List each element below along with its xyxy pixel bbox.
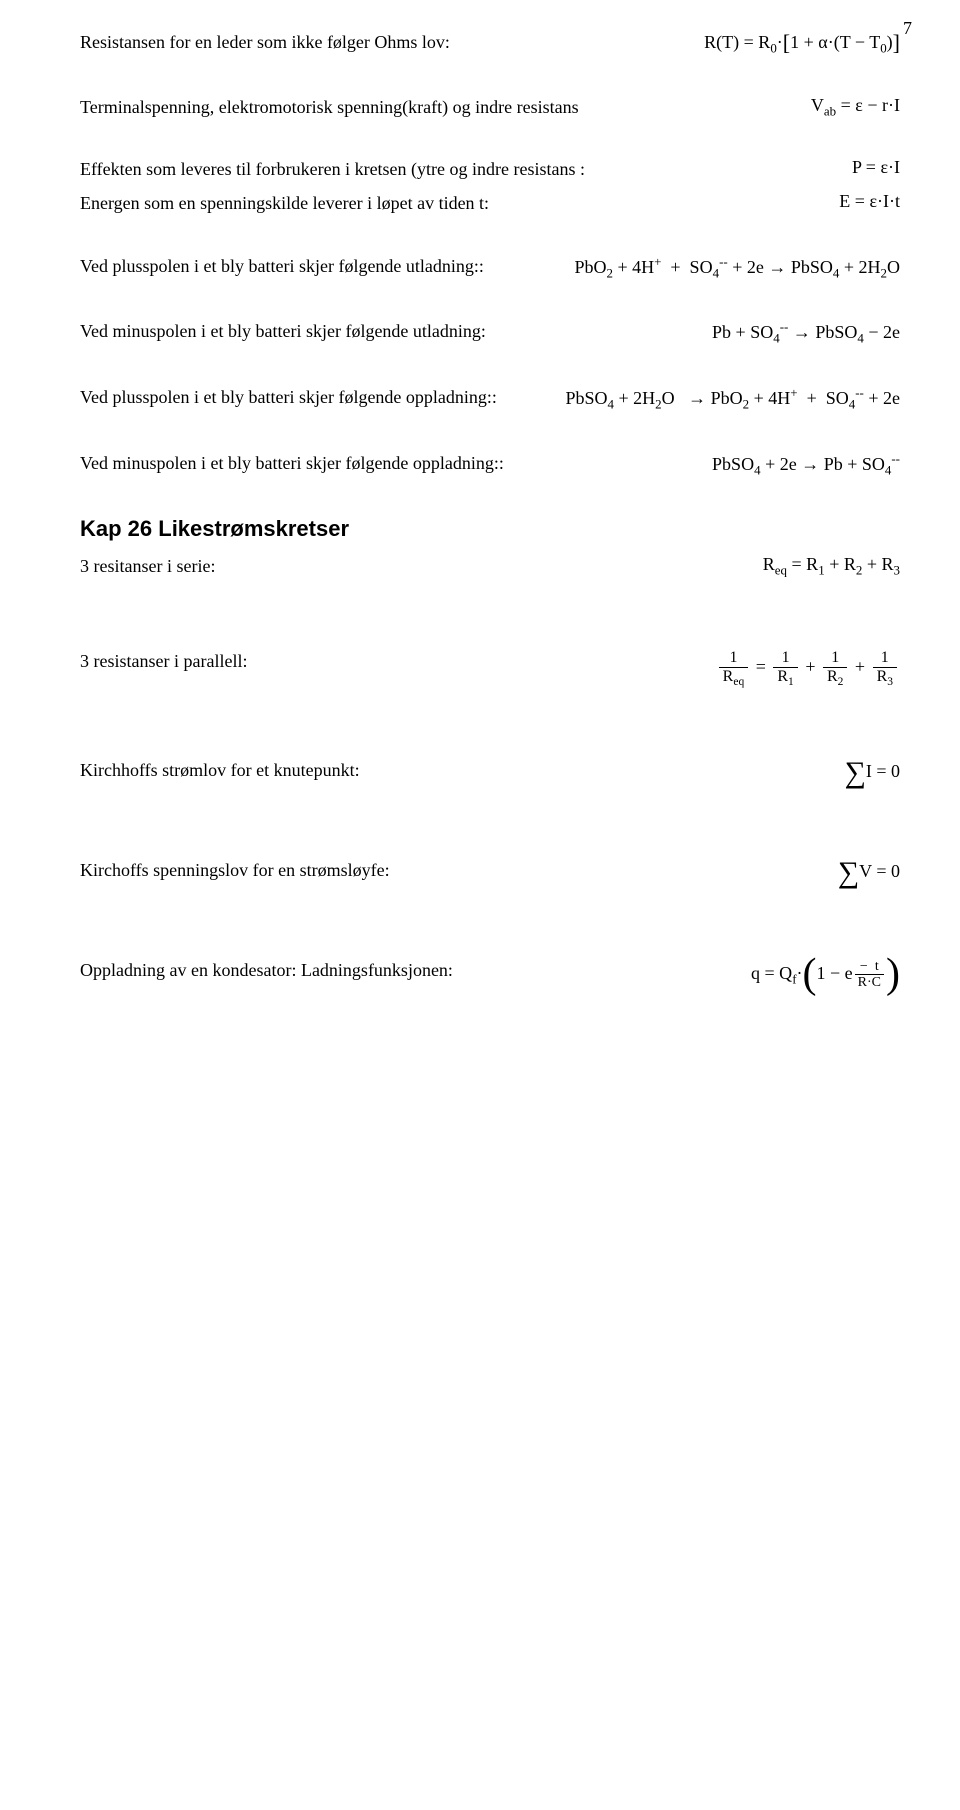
row-description: Energen som en spenningskilde leverer i …	[80, 191, 839, 215]
content-row: Ved minuspolen i et bly batteri skjer fø…	[80, 319, 900, 347]
row-description: Ved minuspolen i et bly batteri skjer fø…	[80, 451, 712, 475]
row-description: Kirchhoffs strømlov for et knutepunkt:	[80, 758, 844, 782]
content-row: Kirchhoffs strømlov for et knutepunkt:∑I…	[80, 758, 900, 788]
content-row: Oppladning av en kondesator: Ladningsfun…	[80, 958, 900, 992]
row-description: Ved plusspolen i et bly batteri skjer fø…	[80, 385, 565, 409]
document-page: 7 Resistansen for en leder som ikke følg…	[0, 0, 960, 1810]
content-row: Kirchoffs spenningslov for en strømsløyf…	[80, 858, 900, 888]
content-row: Ved plusspolen i et bly batteri skjer fø…	[80, 254, 900, 282]
row-formula: ∑V = 0	[838, 858, 900, 888]
row-formula: P = ε·I	[852, 157, 900, 178]
row-description: Effekten som leveres til forbrukeren i k…	[80, 157, 852, 181]
content-row: Energen som en spenningskilde leverer i …	[80, 191, 900, 215]
row-formula: q = Qf·(1 − e− tR·C)	[751, 958, 900, 992]
content-row: 3 resistanser i parallell:1Req = 1R1 + 1…	[80, 649, 900, 688]
row-description: Terminalspenning, elektromotorisk spenni…	[80, 95, 811, 119]
row-formula: PbSO4 + 2e → Pb + SO4--	[712, 451, 900, 479]
row-formula: Vab = ε − r·I	[811, 95, 900, 120]
row-formula: PbO2 + 4H+ + SO4-- + 2e → PbSO4 + 2H2O	[574, 254, 900, 282]
section-heading: Kap 26 Likestrømskretser	[80, 516, 900, 542]
row-formula: R(T) = R0·[1 + α·(T − T0)]	[704, 30, 900, 57]
content-row: 3 resitanser i serie:Req = R1 + R2 + R3	[80, 554, 900, 579]
row-formula: Pb + SO4-- → PbSO4 − 2e	[712, 319, 900, 347]
row-formula: ∑I = 0	[844, 758, 900, 788]
row-description: Resistansen for en leder som ikke følger…	[80, 30, 704, 54]
content-block-1: Resistansen for en leder som ikke følger…	[80, 30, 900, 478]
row-formula: Req = R1 + R2 + R3	[763, 554, 900, 579]
row-formula: 1Req = 1R1 + 1R2 + 1R3	[716, 649, 900, 688]
row-description: 3 resistanser i parallell:	[80, 649, 716, 673]
page-number: 7	[903, 18, 912, 39]
row-description: Kirchoffs spenningslov for en strømsløyf…	[80, 858, 838, 882]
content-row: Effekten som leveres til forbrukeren i k…	[80, 157, 900, 181]
content-row: Resistansen for en leder som ikke følger…	[80, 30, 900, 57]
content-row: Ved minuspolen i et bly batteri skjer fø…	[80, 451, 900, 479]
content-row: Terminalspenning, elektromotorisk spenni…	[80, 95, 900, 120]
row-description: Oppladning av en kondesator: Ladningsfun…	[80, 958, 751, 982]
row-description: 3 resitanser i serie:	[80, 554, 763, 578]
row-formula: PbSO4 + 2H2O → PbO2 + 4H+ + SO4-- + 2e	[565, 385, 900, 413]
content-row: Ved plusspolen i et bly batteri skjer fø…	[80, 385, 900, 413]
row-description: Ved minuspolen i et bly batteri skjer fø…	[80, 319, 712, 343]
content-block-2: 3 resitanser i serie:Req = R1 + R2 + R33…	[80, 554, 900, 991]
row-formula: E = ε·I·t	[839, 191, 900, 212]
row-description: Ved plusspolen i et bly batteri skjer fø…	[80, 254, 574, 278]
